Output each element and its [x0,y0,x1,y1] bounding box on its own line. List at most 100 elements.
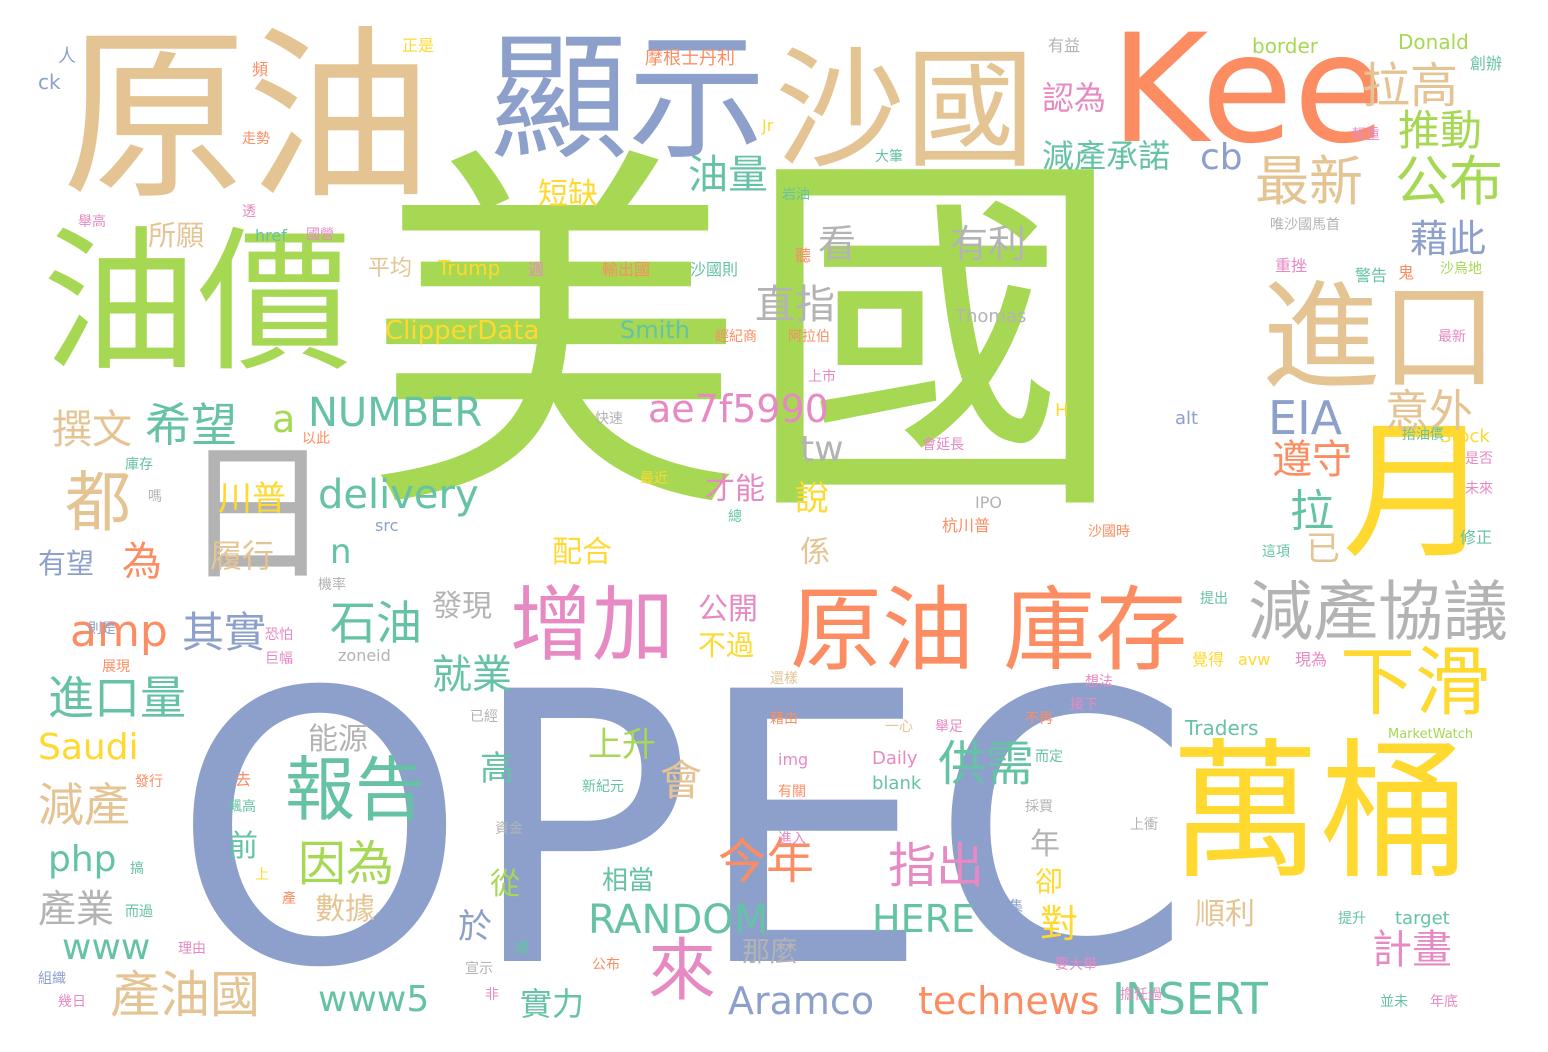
word-shawudi: 沙烏地 [1440,261,1482,277]
word-qingzhong: 輕重 [1352,127,1380,143]
word-kai: 開 [515,941,529,957]
word-zhanxian: 展現 [102,659,130,675]
word-delivery: delivery [318,472,479,518]
word-shuju: 數據 [315,892,375,927]
word-jufu: 巨幅 [265,651,293,667]
word-jiuye: 就業 [432,652,512,698]
word-shunli: 順利 [1195,897,1255,932]
word-kan: 看 [818,222,857,266]
word-ae7f5990: ae7f5990 [648,387,829,431]
word-lvxing: 履行 [210,537,275,575]
word-lai: 來 [648,932,717,1011]
word-yu: 於 [458,907,492,947]
word-jinkou: 進口 [1262,268,1499,406]
word-border: border [1252,34,1319,58]
word-cong: 從 [490,867,520,902]
word-ting: 聽 [795,246,812,265]
word-suoyuan: 所願 [148,219,205,252]
word-ipo: IPO [975,493,1002,512]
word-src: src [375,516,399,535]
word-biaogao: 飆高 [228,799,256,815]
word-caineng: 才能 [705,472,765,507]
word-traders: Traders [1185,716,1259,740]
word-morgan: 摩根士丹利 [645,48,735,69]
word-href: href [255,226,287,245]
word-stock: Stock [1440,426,1490,447]
word-saudi: Saudi [38,727,139,768]
word-jinru: 進入 [778,831,806,847]
word-xiuzheng: 修正 [1460,528,1493,547]
word-zhexiang: 這項 [1262,544,1290,560]
word-ren: 人 [58,46,76,67]
word-pin: 頻 [252,60,269,79]
word-random: RANDOM [588,897,769,943]
word-yixin: 一心 [885,719,913,735]
word-youyi: 有益 [1048,36,1081,55]
word-shaguoshi: 沙國時 [1088,524,1130,540]
word-shangsheng: 上升 [588,725,656,765]
word-xiwang: 希望 [145,398,237,452]
word-h: H [1055,400,1069,421]
word-zhizhi: 直指 [755,282,835,328]
word-number: NUMBER [308,390,483,436]
word-chuangban: 創辦 [1470,54,1503,73]
word-trump: Trump [438,256,501,280]
word-youwang: 有望 [38,547,95,580]
word-gui: 鬼 [1398,263,1415,282]
word-youliang: 油量 [688,152,768,198]
word-weilai: 未來 [1465,481,1493,497]
word-shuchuguo: 輸出國 [602,260,651,279]
word-zunshou: 遵守 [1272,437,1352,483]
word-jingjishang: 經紀商 [715,329,757,345]
word-chanyouguo: 產油國 [110,966,260,1024]
word-liyou: 理由 [178,941,206,957]
word-qishi: 其實 [182,608,267,657]
word-ma: 嗎 [148,489,162,505]
word-buguo: 不過 [698,629,755,662]
word-ck: ck [38,70,61,94]
word-caimai: 採買 [1025,799,1053,815]
word-marketwatch: MarketWatch [1388,727,1474,742]
word-yiwai: 意外 [1385,386,1473,437]
word-insert: INSERT [1112,974,1268,1025]
word-donald: Donald [1398,30,1469,54]
word-shuo: 說 [795,479,829,519]
word-shang-small: 上 [255,867,269,883]
word-zhengshi: 正是 [402,36,435,55]
word-shiyou: 石油 [330,596,422,650]
word-kuaisu: 快速 [595,411,623,427]
word-amp: amp [70,606,168,657]
word-zuixin: 最新 [1255,150,1363,213]
word-xianshi: 顯示 [490,18,767,179]
word-yue: 月 [1342,406,1493,580]
word-faxian: 發現 [432,589,492,624]
word-ri: 日 [182,428,333,602]
word-tichu: 提出 [1200,591,1228,607]
word-jinnian: 今年 [718,834,815,890]
word-huiyanchang: 會延長 [922,437,964,453]
word-zhuanwen: 撰文 [52,407,132,453]
word-zoushi: 走勢 [242,131,270,147]
word-cb-1: cb [1200,137,1243,178]
word-que: 卻 [1035,865,1064,898]
word-gao-small: 搞 [130,861,144,877]
word-youguan: 有關 [778,784,806,800]
word-kee: Kee [1110,3,1386,177]
word-shaguo: 沙國 [775,34,1036,186]
word-guoying: 國營 [306,227,334,243]
word-www: www [62,927,151,968]
word-weishaguo: 唯沙國馬首 [1270,217,1340,233]
word-xi: 係 [800,535,830,570]
word-jihua: 計畫 [1372,927,1452,973]
word-yuanyou-kucun: 原油 庫存 [790,577,1188,684]
word-meiguo: 美國 [365,118,1125,561]
word-thomas: Thomas [955,306,1027,327]
word-zhongcuo: 重挫 [1275,256,1308,275]
word-duanque: 短缺 [538,177,598,212]
word-wei: 為 [122,539,162,585]
word-zoneid: zoneid [338,646,391,665]
word-jieyou: 藉由 [770,711,798,727]
word-fei: 非 [485,987,499,1003]
word-la: 拉 [1290,486,1334,537]
word-jugao: 舉高 [78,214,106,230]
